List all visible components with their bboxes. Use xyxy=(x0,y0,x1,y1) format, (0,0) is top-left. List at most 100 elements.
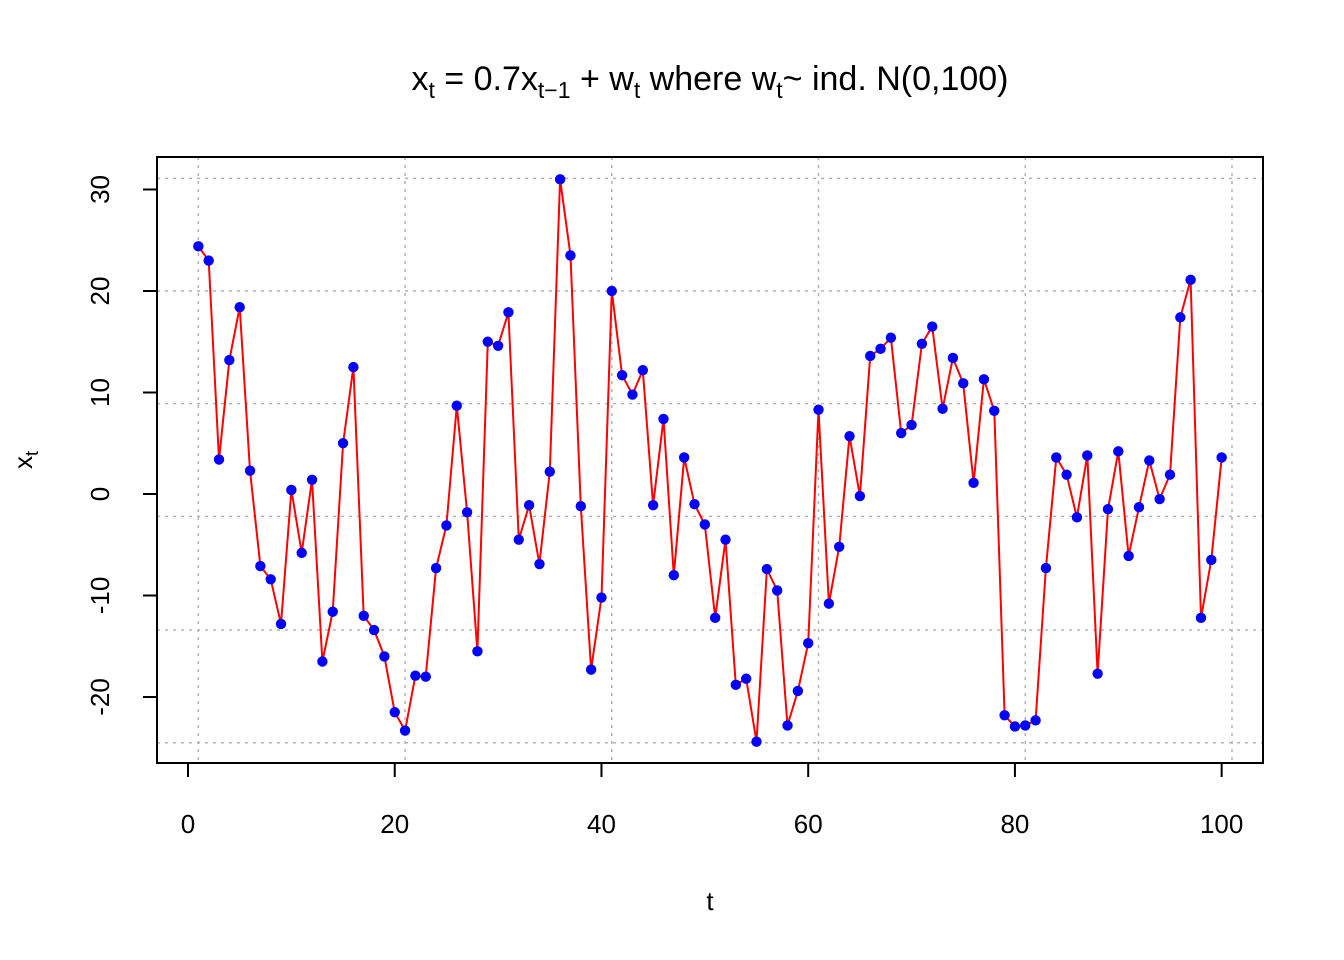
data-point xyxy=(823,598,835,609)
data-point xyxy=(1144,455,1155,466)
data-point xyxy=(275,618,287,630)
data-point xyxy=(854,490,866,502)
y-axis: -20 -10 0 10 20 30 xyxy=(85,175,158,716)
data-point xyxy=(513,534,524,545)
data-point xyxy=(1071,512,1083,523)
data-point xyxy=(813,404,824,415)
data-point xyxy=(844,430,855,442)
data-point xyxy=(255,560,266,572)
x-tick-label: 0 xyxy=(181,809,195,839)
data-point xyxy=(1061,469,1072,480)
data-point xyxy=(916,338,928,349)
data-point xyxy=(958,378,969,389)
data-point xyxy=(647,499,659,511)
data-point xyxy=(244,465,256,476)
data-point xyxy=(947,352,959,364)
data-point xyxy=(482,336,493,347)
x-tick-label: 40 xyxy=(587,809,616,839)
data-point xyxy=(368,624,380,636)
data-point xyxy=(1009,721,1021,732)
data-point xyxy=(627,389,638,400)
data-point xyxy=(337,438,349,449)
data-point xyxy=(306,474,318,485)
data-point xyxy=(399,725,411,736)
data-point xyxy=(761,563,773,575)
data-point xyxy=(461,507,473,518)
data-point xyxy=(782,720,793,731)
data-point xyxy=(720,534,731,545)
data-point xyxy=(709,612,721,624)
data-point xyxy=(1040,562,1052,574)
data-point xyxy=(689,498,700,510)
data-point xyxy=(554,174,566,185)
data-point xyxy=(968,477,979,489)
data-point xyxy=(389,707,400,718)
x-axis: 0 20 40 60 80 100 xyxy=(181,762,1243,839)
data-point xyxy=(937,403,948,414)
data-point xyxy=(193,241,204,252)
data-point xyxy=(751,736,762,747)
data-point xyxy=(1154,493,1165,505)
data-point xyxy=(565,250,576,261)
data-point xyxy=(616,370,628,381)
data-point xyxy=(668,570,680,581)
data-point xyxy=(296,547,307,559)
y-tick-label: -10 xyxy=(85,577,115,615)
data-point xyxy=(492,340,504,352)
data-point xyxy=(523,499,535,511)
y-tick-label: 0 xyxy=(85,487,115,501)
data-point xyxy=(420,671,431,682)
data-point xyxy=(802,638,814,649)
data-point xyxy=(1164,469,1176,480)
data-point xyxy=(1082,450,1093,461)
data-point xyxy=(451,400,462,411)
data-point xyxy=(896,427,907,439)
data-point xyxy=(865,350,876,362)
y-tick-label: 10 xyxy=(85,378,115,407)
data-point xyxy=(1051,452,1062,463)
data-point xyxy=(1123,550,1134,562)
data-points-group xyxy=(193,174,1227,747)
data-point xyxy=(834,541,845,552)
data-point xyxy=(1020,720,1031,731)
y-tick-label: 30 xyxy=(85,175,115,204)
data-point xyxy=(771,585,783,596)
data-point xyxy=(1113,446,1124,457)
data-point xyxy=(265,574,276,585)
data-point xyxy=(379,651,390,662)
data-point xyxy=(740,673,752,684)
data-point xyxy=(575,500,586,512)
data-point xyxy=(1216,452,1227,463)
data-point xyxy=(534,558,545,570)
x-tick-label: 80 xyxy=(1000,809,1029,839)
data-point xyxy=(1175,312,1186,323)
series-line xyxy=(197,179,1223,742)
y-tick-label: -20 xyxy=(85,678,115,716)
data-point xyxy=(1185,274,1196,286)
x-tick-label: 60 xyxy=(794,809,823,839)
data-point xyxy=(317,656,328,667)
data-point xyxy=(585,664,597,675)
data-point xyxy=(637,364,649,376)
data-point xyxy=(730,679,742,691)
data-point xyxy=(1102,504,1114,515)
data-point xyxy=(875,343,886,355)
data-point xyxy=(441,520,452,531)
data-point xyxy=(213,454,225,465)
data-point xyxy=(792,685,804,697)
data-point xyxy=(234,302,245,313)
data-point xyxy=(885,332,897,343)
data-point xyxy=(699,519,711,530)
data-point xyxy=(678,452,690,463)
grid xyxy=(157,157,1263,763)
data-point xyxy=(410,670,421,681)
data-point xyxy=(606,285,618,297)
data-point xyxy=(1195,612,1207,624)
data-point xyxy=(1030,715,1041,726)
x-axis-label: t xyxy=(706,886,714,916)
data-point xyxy=(203,255,214,266)
data-point xyxy=(1092,668,1103,679)
data-point xyxy=(503,307,514,318)
data-point xyxy=(989,405,1000,416)
data-point xyxy=(286,484,297,496)
